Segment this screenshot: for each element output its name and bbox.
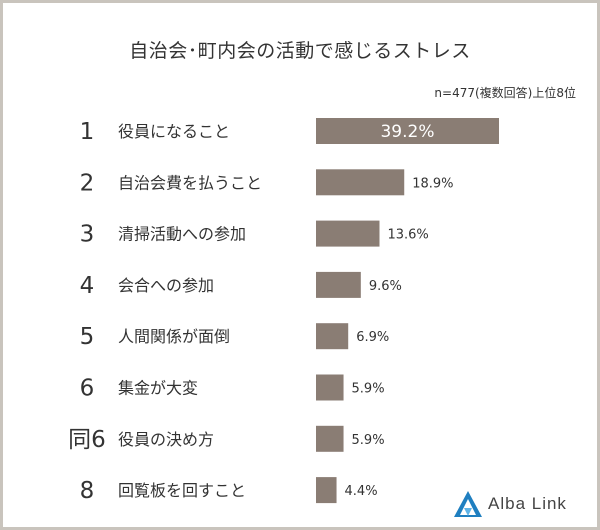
rank-label: 6	[80, 376, 95, 402]
data-label: 5.9%	[352, 433, 385, 448]
bar	[316, 169, 405, 196]
data-label: 18.9%	[412, 176, 453, 191]
rank-label: 2	[80, 170, 95, 196]
rank-label: 8	[80, 478, 95, 504]
data-label: 9.6%	[369, 279, 402, 294]
bar	[316, 118, 499, 144]
rank-label: 4	[80, 273, 95, 299]
bar	[316, 323, 349, 350]
category-label: 回覧板を回すこと	[118, 481, 246, 500]
bar	[316, 271, 361, 298]
category-label: 清掃活動への参加	[118, 225, 246, 244]
bar	[316, 477, 337, 504]
data-label: 13.6%	[387, 228, 428, 243]
rank-label: 1	[80, 119, 95, 145]
category-label: 役員になること	[118, 122, 230, 141]
bar	[316, 425, 344, 452]
rank-label: 5	[80, 324, 95, 350]
category-label: 会合への参加	[118, 276, 214, 295]
bar	[316, 374, 344, 401]
category-label: 役員の決め方	[118, 430, 214, 449]
data-label: 5.9%	[352, 382, 385, 397]
data-label: 4.4%	[345, 484, 378, 499]
brand-logo: Alba Link	[452, 488, 592, 520]
category-label: 集金が大変	[118, 379, 198, 398]
category-label: 人間関係が面倒	[118, 327, 230, 346]
rank-label: 同6	[68, 427, 106, 453]
alba-link-logo-icon	[454, 491, 482, 517]
rank-label: 3	[80, 222, 95, 248]
chart-title: 自治会･町内会の活動で感じるストレス	[129, 40, 471, 62]
data-label: 39.2%	[380, 122, 434, 142]
sample-note: n=477(複数回答)上位8位	[434, 86, 576, 100]
data-label: 6.9%	[356, 330, 389, 345]
brand-name: Alba Link	[488, 494, 567, 513]
bar	[316, 220, 380, 247]
category-label: 自治会費を払うこと	[118, 173, 262, 192]
